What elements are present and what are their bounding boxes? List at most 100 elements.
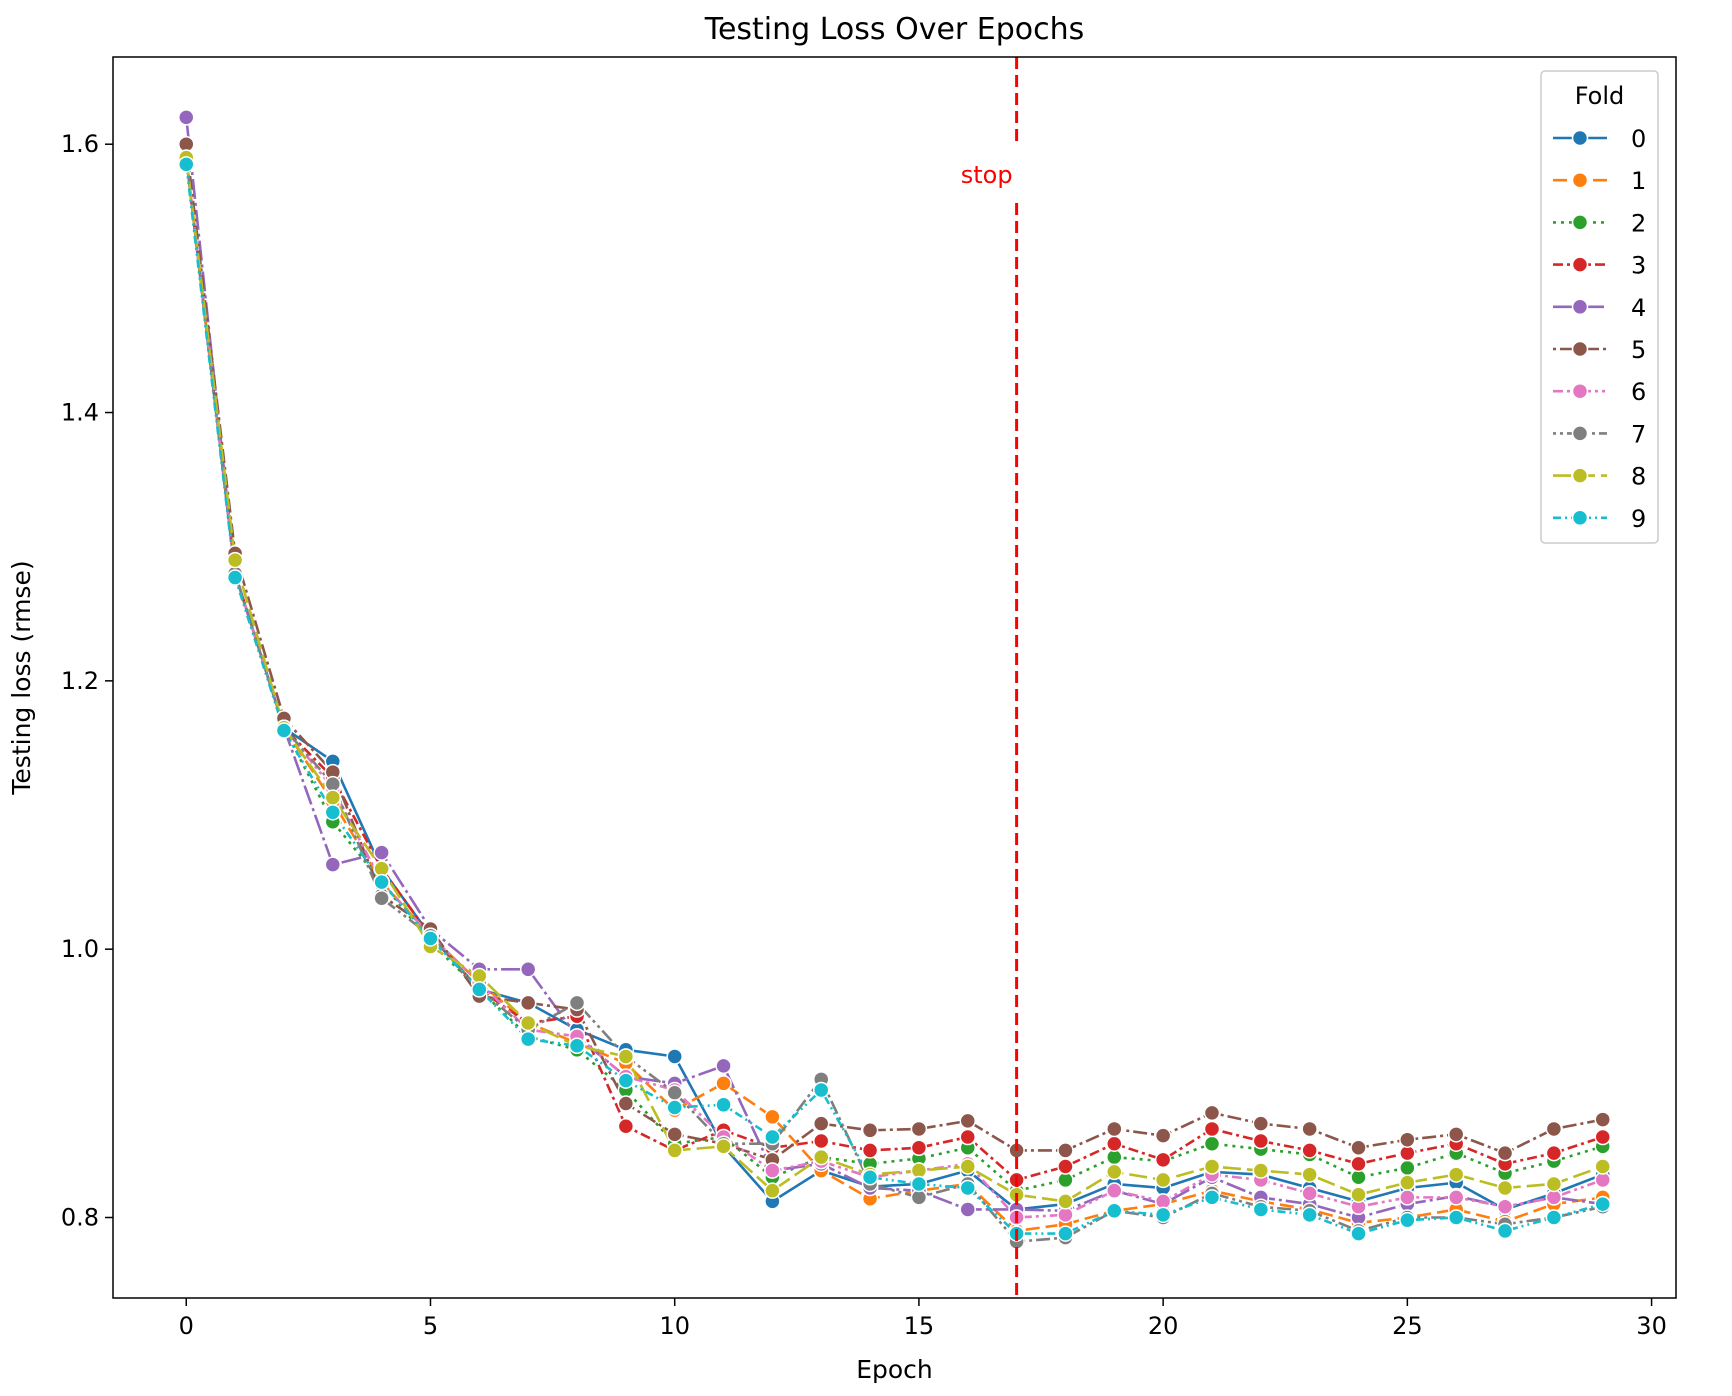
y-tick-label: 1.2 <box>61 667 99 695</box>
legend-label: 1 <box>1631 167 1646 195</box>
legend-marker-swatch <box>1571 256 1589 273</box>
x-tick-label: 15 <box>904 1312 935 1340</box>
legend-marker-swatch <box>1571 382 1589 400</box>
series-line-fold-6 <box>184 157 1604 1219</box>
series-line-fold-8 <box>184 157 1604 1203</box>
data-point-fold-6 <box>1496 1198 1514 1216</box>
data-point-fold-8 <box>715 1138 732 1155</box>
data-point-fold-7 <box>666 1084 683 1101</box>
data-point-fold-3 <box>1154 1151 1172 1169</box>
data-point-fold-9 <box>812 1081 830 1099</box>
data-point-fold-9 <box>226 569 244 586</box>
data-point-fold-9 <box>1594 1195 1611 1213</box>
data-point-fold-9 <box>568 1037 586 1055</box>
data-point-fold-5 <box>1106 1120 1123 1138</box>
legend-item-fold-0: 0 <box>1553 125 1646 153</box>
legend: Fold 0 1 2 3 4 5 6 7 8 9 <box>1540 70 1659 544</box>
data-point-fold-9 <box>471 981 488 998</box>
data-point-fold-5 <box>1399 1131 1416 1148</box>
data-point-fold-6 <box>1301 1185 1318 1202</box>
legend-marker-swatch <box>1571 425 1589 442</box>
data-point-fold-8 <box>1057 1193 1074 1210</box>
data-point-fold-4 <box>715 1057 732 1075</box>
data-point-fold-9 <box>861 1169 879 1186</box>
data-point-fold-9 <box>324 804 342 821</box>
x-tick-label: 30 <box>1636 1312 1667 1340</box>
stop-label: stop <box>961 161 1013 189</box>
legend-label: 2 <box>1631 209 1646 237</box>
legend-marker-swatch <box>1571 509 1589 527</box>
x-tick-label: 20 <box>1148 1312 1179 1340</box>
x-tick-label: 25 <box>1392 1312 1423 1340</box>
data-point-fold-9 <box>1496 1222 1514 1240</box>
data-point-fold-9 <box>1399 1211 1416 1229</box>
legend-item-fold-1: 1 <box>1553 167 1646 195</box>
legend-marker-swatch <box>1571 467 1589 484</box>
data-point-fold-5 <box>1496 1144 1514 1162</box>
data-point-fold-3 <box>910 1139 928 1156</box>
data-point-fold-5 <box>812 1115 830 1132</box>
data-point-fold-5 <box>1154 1127 1172 1144</box>
data-point-fold-9 <box>373 873 390 891</box>
data-point-fold-8 <box>1594 1158 1611 1175</box>
series-line-fold-3 <box>184 157 1604 1182</box>
legend-label: 5 <box>1631 336 1646 364</box>
data-point-fold-8 <box>617 1048 635 1065</box>
legend-label: 6 <box>1631 378 1646 406</box>
series-line-fold-4 <box>184 117 1603 1219</box>
legend-marker-swatch <box>1571 340 1589 358</box>
data-point-fold-8 <box>1106 1163 1123 1181</box>
series-markers-layer <box>178 109 1611 1250</box>
y-tick-label: 1.4 <box>61 399 99 427</box>
legend-item-fold-8: 8 <box>1553 463 1646 491</box>
data-point-fold-8 <box>1447 1166 1465 1183</box>
legend-item-fold-7: 7 <box>1553 420 1646 448</box>
data-point-fold-3 <box>959 1128 977 1146</box>
data-point-fold-3 <box>1301 1142 1318 1159</box>
data-point-fold-6 <box>1399 1189 1416 1206</box>
data-point-fold-3 <box>1252 1132 1270 1150</box>
legend-marker-swatch <box>1571 214 1589 231</box>
data-point-fold-6 <box>764 1162 781 1179</box>
data-point-fold-8 <box>226 551 244 569</box>
series-line-fold-1 <box>184 157 1603 1233</box>
x-axis-label: Epoch <box>856 1355 933 1384</box>
series-line-fold-0 <box>184 157 1604 1211</box>
legend-item-fold-3: 3 <box>1553 252 1646 280</box>
data-point-fold-8 <box>1399 1174 1416 1191</box>
data-point-fold-9 <box>1203 1189 1221 1206</box>
data-point-fold-9 <box>178 156 195 173</box>
data-point-fold-8 <box>1301 1166 1318 1183</box>
data-point-fold-8 <box>764 1182 781 1199</box>
data-point-fold-3 <box>1203 1120 1221 1138</box>
data-point-fold-4 <box>959 1201 977 1218</box>
data-point-fold-9 <box>617 1072 635 1089</box>
legend-label: 4 <box>1631 294 1646 322</box>
series-line-fold-2 <box>184 157 1604 1192</box>
data-point-fold-5 <box>1545 1120 1563 1138</box>
data-point-fold-9 <box>422 930 439 947</box>
data-point-fold-4 <box>373 844 390 861</box>
data-point-fold-1 <box>715 1075 732 1092</box>
data-point-fold-5 <box>861 1122 879 1139</box>
stop-annotation: stop <box>961 57 1019 1298</box>
data-point-fold-3 <box>1594 1128 1611 1146</box>
chart-title: Testing Loss Over Epochs <box>704 12 1085 47</box>
x-tick-label: 0 <box>179 1312 194 1340</box>
data-point-fold-5 <box>1252 1115 1270 1132</box>
data-point-fold-8 <box>1252 1162 1270 1179</box>
data-point-fold-1 <box>764 1108 781 1126</box>
data-point-fold-6 <box>1106 1182 1123 1199</box>
x-tick-label: 10 <box>659 1312 690 1340</box>
data-point-fold-5 <box>910 1120 928 1138</box>
data-point-fold-9 <box>1057 1225 1074 1242</box>
data-point-fold-3 <box>1057 1158 1074 1175</box>
data-point-fold-5 <box>1203 1104 1221 1122</box>
data-point-fold-5 <box>959 1112 977 1130</box>
data-point-fold-9 <box>1252 1201 1270 1218</box>
data-point-fold-8 <box>324 789 342 806</box>
legend-item-fold-5: 5 <box>1553 336 1646 364</box>
data-point-fold-3 <box>1545 1144 1563 1162</box>
y-tick-label: 1.6 <box>61 130 99 158</box>
